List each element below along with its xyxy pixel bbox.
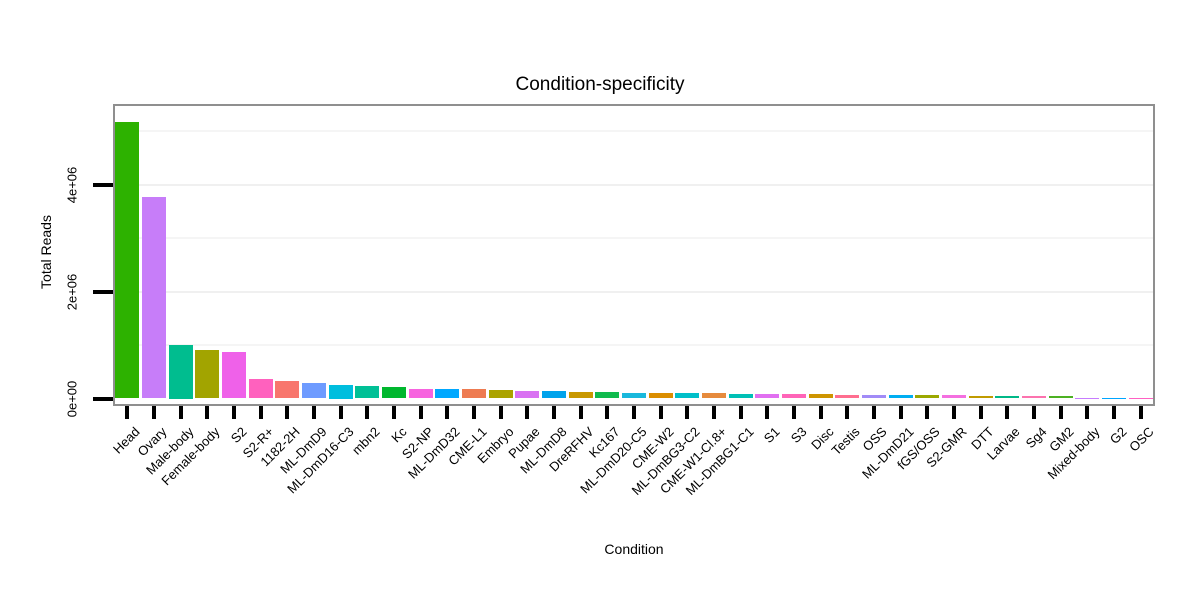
x-tick-label: S1 bbox=[761, 424, 783, 446]
x-tick-mark bbox=[418, 406, 423, 419]
bar-CME-L1 bbox=[462, 389, 486, 399]
bar-fGS/OSS bbox=[915, 395, 940, 399]
bar-S2-GMR bbox=[942, 395, 966, 399]
x-tick-label: S3 bbox=[787, 424, 810, 446]
bar-S1 bbox=[755, 393, 780, 399]
bar-ML-DmD21 bbox=[888, 395, 913, 399]
major-gridline bbox=[115, 183, 1153, 186]
bar-Head bbox=[115, 121, 140, 399]
bar-Disc bbox=[808, 394, 833, 399]
x-tick-mark bbox=[232, 406, 236, 419]
x-tick-mark bbox=[552, 406, 556, 419]
bar-DreRFHV bbox=[568, 391, 593, 399]
x-tick-mark bbox=[1085, 406, 1090, 419]
x-tick-mark bbox=[1005, 406, 1010, 419]
bar-DTT bbox=[968, 395, 993, 399]
x-tick-mark bbox=[472, 406, 476, 419]
bar-ML-DmD8 bbox=[542, 391, 566, 399]
x-tick-mark bbox=[845, 406, 850, 419]
x-axis-title: Condition bbox=[604, 541, 664, 557]
bar-Ovary bbox=[142, 197, 166, 399]
bar-CME-W1-Cl.8+ bbox=[702, 393, 726, 399]
x-tick-mark bbox=[178, 406, 183, 419]
major-gridline bbox=[115, 290, 1153, 293]
panel-border bbox=[113, 104, 1155, 406]
bar-CME-W2 bbox=[648, 392, 673, 399]
bar-Male-body bbox=[168, 345, 193, 399]
minor-gridline bbox=[115, 130, 1153, 132]
minor-gridline bbox=[115, 237, 1153, 239]
x-tick-mark bbox=[205, 406, 210, 419]
x-tick-mark bbox=[978, 406, 983, 419]
bar-S2-R+ bbox=[248, 379, 273, 399]
x-tick-mark bbox=[658, 406, 663, 419]
x-tick-mark bbox=[685, 406, 690, 419]
x-tick-label: mbn2 bbox=[349, 424, 383, 458]
minor-gridline bbox=[115, 344, 1153, 346]
bar-Larvae bbox=[995, 395, 1020, 399]
x-tick-mark bbox=[578, 406, 583, 419]
x-tick-mark bbox=[925, 406, 930, 419]
y-tick-label: 0e+00 bbox=[64, 380, 80, 417]
bar-ML-DmD32 bbox=[435, 388, 460, 399]
x-tick-mark bbox=[952, 406, 956, 419]
x-tick-mark bbox=[365, 406, 370, 419]
bar-Sg4 bbox=[1022, 395, 1046, 399]
x-tick-mark bbox=[258, 406, 263, 419]
bar-GM2 bbox=[1048, 395, 1073, 399]
x-tick-label: Sg4 bbox=[1022, 424, 1050, 451]
x-tick-mark bbox=[338, 406, 343, 419]
x-tick-mark bbox=[445, 406, 450, 419]
bar-OSS bbox=[862, 394, 886, 399]
x-tick-mark bbox=[792, 406, 796, 419]
bar-ML-DmBG3-C2 bbox=[675, 393, 700, 399]
x-tick-mark bbox=[1032, 406, 1036, 419]
x-tick-mark bbox=[605, 406, 610, 419]
bar-Female-body bbox=[195, 349, 220, 399]
x-tick-label: Testis bbox=[828, 424, 863, 459]
x-tick-mark bbox=[765, 406, 770, 419]
bar-1182-2H bbox=[275, 380, 300, 399]
bar-Pupae bbox=[515, 391, 540, 399]
bar-Testis bbox=[835, 394, 860, 399]
bar-S2-NP bbox=[408, 388, 433, 399]
bar-Kc167 bbox=[595, 392, 620, 399]
y-tick-mark bbox=[93, 396, 114, 401]
x-tick-mark bbox=[1112, 406, 1116, 419]
x-tick-mark bbox=[738, 406, 743, 419]
bar-S3 bbox=[782, 394, 806, 399]
x-tick-mark bbox=[872, 406, 876, 419]
bar-S2 bbox=[222, 351, 246, 399]
x-tick-mark bbox=[125, 406, 130, 419]
y-tick-mark bbox=[93, 182, 114, 187]
x-tick-label: OSC bbox=[1125, 424, 1157, 455]
bar-ML-DmD9 bbox=[302, 382, 326, 399]
x-tick-mark bbox=[285, 406, 290, 419]
chart-title: Condition-specificity bbox=[515, 74, 685, 95]
x-tick-mark bbox=[818, 406, 823, 419]
bar-mbn2 bbox=[355, 386, 380, 399]
bar-ML-DmBG1-C1 bbox=[728, 393, 753, 399]
x-tick-mark bbox=[632, 406, 636, 419]
bar-Embryo bbox=[488, 389, 513, 399]
x-tick-mark bbox=[1138, 406, 1143, 419]
y-axis-title: Total Reads bbox=[38, 215, 54, 289]
x-tick-mark bbox=[712, 406, 716, 419]
bar-Kc bbox=[382, 387, 406, 399]
x-tick-mark bbox=[392, 406, 396, 419]
y-tick-label: 4e+06 bbox=[64, 166, 80, 203]
bar-ML-DmD20-C5 bbox=[622, 392, 646, 399]
x-tick-mark bbox=[498, 406, 503, 419]
bar-ML-DmD16-C3 bbox=[328, 385, 353, 399]
x-tick-mark bbox=[312, 406, 316, 419]
x-tick-mark bbox=[898, 406, 903, 419]
x-tick-mark bbox=[525, 406, 530, 419]
x-tick-mark bbox=[1058, 406, 1063, 419]
y-tick-mark bbox=[93, 289, 114, 294]
x-tick-mark bbox=[152, 406, 156, 419]
y-tick-label: 2e+06 bbox=[64, 273, 80, 310]
